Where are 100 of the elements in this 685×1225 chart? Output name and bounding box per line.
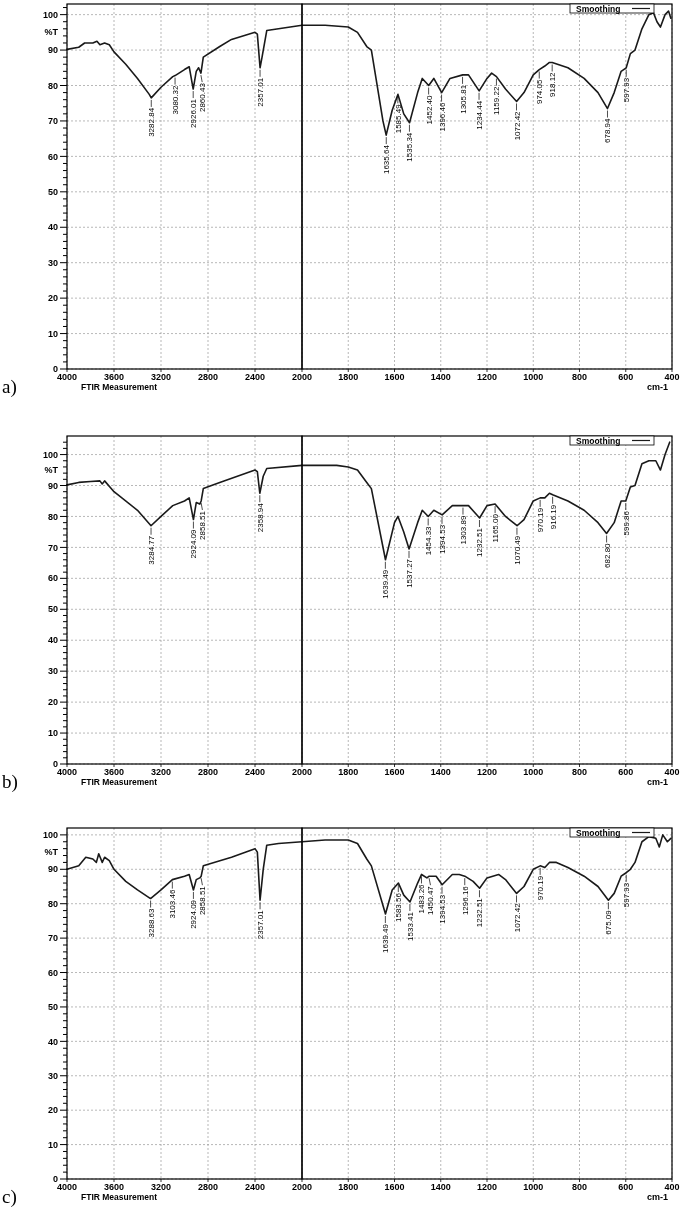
y-tick-label: 40 — [47, 1036, 58, 1047]
y-tick-label: 60 — [47, 967, 58, 978]
text: a) — [2, 376, 17, 398]
annotation: 974.05 — [535, 79, 545, 105]
annotation: 3103.46 — [168, 889, 178, 919]
x-axis-title: cm-1 — [646, 382, 668, 392]
x-tick-label: 2000 — [291, 1182, 313, 1192]
x-tick-label: 1800 — [338, 1182, 359, 1192]
y-tick-label: 30 — [47, 257, 58, 268]
annotation: 1537.27 — [405, 558, 415, 588]
annotation: 2926.01 — [189, 98, 199, 128]
annotation: 1450.47 — [426, 885, 436, 916]
y-tick-label: 40 — [47, 222, 58, 233]
x-tick-label: 1400 — [430, 1182, 451, 1192]
annotation: 1639.49 — [381, 923, 391, 953]
annotation: 2357.01 — [256, 909, 266, 940]
y-tick-label: 10 — [47, 328, 58, 339]
annotation: 2358.94 — [255, 502, 265, 533]
y-tick-label: 30 — [47, 1070, 58, 1081]
annotation: 1070.49 — [512, 535, 522, 565]
annotation: 970.19 — [536, 507, 546, 533]
y-tick-label: 20 — [47, 293, 58, 304]
annotation: 678.94 — [603, 117, 613, 144]
annotation: 2357.01 — [256, 77, 266, 107]
y-tick-label: 100 — [42, 449, 58, 460]
annotation: 3080.32 — [171, 85, 181, 115]
annotation: 2858.51 — [198, 510, 208, 540]
y-tick-label: 60 — [47, 573, 58, 584]
y-tick-label: 90 — [47, 864, 58, 875]
annotation: 1635.64 — [382, 144, 392, 175]
x-tick-label: 800 — [571, 767, 588, 777]
y-tick-label: 90 — [47, 45, 58, 56]
y-axis-title: %T — [44, 27, 59, 38]
annotation: 916.19 — [548, 504, 558, 530]
y-axis-title: %T — [44, 465, 59, 476]
y-tick-label: 50 — [47, 604, 58, 615]
x-tick-label: 1400 — [430, 767, 451, 777]
y-axis-title: %T — [44, 847, 59, 858]
annotation: 1454.33 — [424, 525, 434, 556]
x-tick-label: 4000 — [56, 1182, 78, 1192]
x-tick-label: 1800 — [338, 767, 359, 777]
x-tick-label: 600 — [618, 372, 634, 382]
annotation: 2860.43 — [198, 82, 208, 113]
y-tick-label: 10 — [47, 728, 58, 739]
annotation: 2924.09 — [189, 529, 199, 559]
x-tick-label: 2800 — [197, 372, 219, 382]
x-tick-label: 400 — [664, 1182, 680, 1192]
annotation: 918.12 — [548, 71, 558, 97]
annotation: 1394.53 — [438, 894, 448, 924]
x-tick-label: 2800 — [197, 1182, 219, 1192]
text: b) — [2, 771, 18, 793]
annotation: 3282.84 — [147, 107, 157, 137]
x-tick-label: 2000 — [291, 767, 313, 777]
annotation: 1305.81 — [458, 84, 468, 114]
x-tick-label: 3200 — [150, 767, 172, 777]
annotation: 1639.49 — [381, 569, 391, 599]
y-tick-label: 40 — [47, 635, 58, 646]
y-tick-label: 60 — [47, 151, 58, 162]
x-tick-label: 600 — [618, 767, 634, 777]
y-tick-label: 30 — [47, 666, 58, 677]
annotation: 1296.16 — [460, 885, 470, 916]
x-tick-label: 600 — [618, 1182, 634, 1192]
annotation: 599.86 — [621, 510, 631, 536]
y-tick-label: 0 — [52, 364, 58, 375]
annotation: 3284.77 — [147, 535, 157, 565]
x-tick-label: 1400 — [430, 372, 451, 382]
x-axis-title: cm-1 — [646, 1192, 668, 1202]
legend-label: Smoothing — [576, 827, 621, 838]
x-tick-label: 1600 — [384, 1182, 405, 1192]
x-tick-label: 2400 — [244, 1182, 266, 1192]
annotation: 1234.44 — [475, 100, 485, 130]
annotation: 1535.34 — [405, 132, 415, 162]
x-tick-label: 2800 — [197, 767, 219, 777]
annotation: 1072.42 — [512, 110, 522, 141]
x-tick-label: 1200 — [476, 1182, 498, 1192]
text: FTIR Measurement — [81, 1192, 158, 1202]
y-tick-label: 10 — [47, 1139, 58, 1150]
annotation: 1232.51 — [475, 527, 485, 557]
x-tick-label: 3200 — [150, 1182, 172, 1192]
y-tick-label: 80 — [47, 898, 58, 909]
annotation: 1583.56 — [394, 892, 404, 922]
x-tick-label: 3600 — [103, 767, 125, 777]
y-tick-label: 70 — [47, 933, 58, 944]
annotation: 3288.63 — [146, 908, 156, 938]
annotation: 682.80 — [602, 542, 612, 568]
annotation: 1159.22 — [492, 86, 502, 115]
x-tick-label: 3200 — [150, 372, 172, 382]
x-tick-label: 800 — [571, 372, 588, 382]
y-tick-label: 0 — [52, 1174, 58, 1185]
annotation: 1483.26 — [417, 883, 427, 914]
x-tick-label: 1200 — [476, 372, 498, 382]
annotation: 1396.46 — [437, 102, 447, 132]
x-tick-label: 2400 — [244, 372, 266, 382]
y-tick-label: 100 — [42, 830, 58, 841]
annotation: 970.19 — [536, 875, 546, 901]
y-tick-label: 90 — [47, 480, 58, 491]
x-tick-label: 1200 — [476, 767, 498, 777]
x-tick-label: 1000 — [523, 372, 544, 382]
annotation: 2858.51 — [198, 885, 208, 916]
x-tick-label: 400 — [664, 767, 680, 777]
